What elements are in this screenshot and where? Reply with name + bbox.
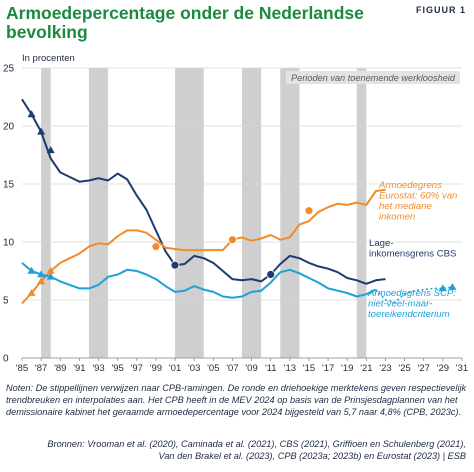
sources-line-2: Van den Brakel et al. (2023), CPB (2023a… — [158, 451, 466, 461]
x-tick-label: '95 — [111, 363, 123, 374]
scp-series-label-line: toereikendcriterium — [368, 309, 450, 320]
x-tick-label: '25 — [398, 363, 410, 374]
x-tick-label: '23 — [379, 363, 391, 374]
cbs-series-line — [21, 98, 386, 285]
x-tick-label: '01 — [169, 363, 181, 374]
x-tick-label: '19 — [341, 363, 353, 374]
x-tick-label: '21 — [360, 363, 372, 374]
eurostat-triangle-marker — [46, 266, 55, 274]
recession-band — [175, 68, 204, 358]
eurostat-series-line — [21, 188, 386, 305]
y-tick-label: 0 — [3, 354, 9, 365]
x-tick-label: '89 — [54, 363, 66, 374]
cbs-series-label-line: Lage- — [369, 238, 394, 249]
series-markers — [27, 110, 457, 296]
recession-band — [242, 68, 262, 358]
scp-triangle-marker — [37, 270, 46, 278]
cbs-triangle-marker — [46, 146, 55, 154]
y-tick-label: 15 — [3, 180, 15, 191]
x-axis-ticks: '85 '87 '89 '91 '93 '95 '97 '99 '01 '03 '05 '07 '09 '… — [16, 358, 468, 374]
scp-series-label-line: Armoedegrens SCP: — [367, 288, 456, 299]
cbs-triangle-marker — [37, 127, 46, 135]
eurostat-round-marker — [304, 206, 314, 216]
eurostat-triangle-marker — [37, 277, 46, 285]
chart-title: Armoedepercentage onder de Nederlandse b… — [6, 3, 364, 42]
scp-triangle-marker — [448, 283, 457, 291]
recession-band — [88, 68, 109, 358]
y-tick-label: 10 — [3, 238, 15, 249]
x-tick-label: '13 — [284, 363, 296, 374]
x-tick-label: '29 — [437, 363, 449, 374]
poverty-line-chart: 0 5 10 15 20 25 '85 '87 '89 '91 '93 '95 '97 '99 '01 '0… — [3, 64, 468, 375]
eurostat-triangle-marker — [27, 288, 36, 296]
scp-series-line — [21, 262, 377, 299]
eurostat-round-marker — [151, 242, 161, 252]
chart-notes: Noten: De stippellijnen verwijzen naar C… — [6, 383, 467, 417]
series-labels: Lage-inkomensgrens CBS Armoedegrens Eurost… — [367, 180, 457, 320]
gridlines — [22, 67, 462, 359]
eurostat-round-marker — [228, 235, 237, 245]
cbs-round-marker — [266, 270, 276, 279]
cbs-triangle-marker — [27, 110, 36, 118]
x-tick-label: '99 — [150, 363, 162, 374]
sources-line-1: Bronnen: Vrooman et al. (2020), Caminada… — [47, 439, 466, 449]
scp-series-label-line: niet-veel-maar- — [368, 299, 432, 310]
x-tick-label: '17 — [322, 363, 334, 374]
y-tick-label: 20 — [3, 122, 15, 133]
eurostat-series-label-line: Eurostat: 60% van — [379, 191, 457, 202]
scp-triangle-marker — [46, 272, 55, 280]
recession-band — [280, 68, 300, 358]
chart-sources: Bronnen: Vrooman et al. (2020), Caminada… — [6, 438, 466, 462]
y-tick-label: 25 — [3, 64, 15, 75]
x-tick-label: '85 — [16, 363, 28, 374]
recession-legend-label: Perioden van toenemende werkloosheid — [291, 73, 456, 83]
x-tick-label: '87 — [35, 363, 47, 374]
recession-bands — [41, 68, 367, 358]
recession-band — [356, 68, 367, 358]
y-axis-unit-label: In procenten — [22, 53, 75, 64]
figure-label: FIGUUR 1 — [415, 5, 466, 15]
eurostat-series-label-line: het mediane — [379, 201, 432, 212]
x-tick-label: '15 — [303, 363, 315, 374]
x-tick-label: '05 — [207, 363, 219, 374]
scp-series-label: Armoedegrens SCP: niet-veel-maar-toereike… — [367, 288, 456, 320]
scp-forecast-line — [375, 286, 453, 304]
y-axis-ticks: 0 5 10 15 20 25 — [3, 64, 15, 365]
x-tick-label: '97 — [131, 363, 143, 374]
recession-legend: Perioden van toenemende werkloosheid — [286, 71, 460, 84]
recession-band — [41, 68, 51, 358]
x-tick-label: '07 — [226, 363, 238, 374]
eurostat-series-label-line: inkomen — [379, 212, 415, 223]
x-tick-label: '09 — [245, 363, 257, 374]
cbs-series-label: Lage-inkomensgrens CBS — [369, 238, 456, 260]
x-tick-label: '11 — [265, 363, 277, 374]
x-tick-label: '93 — [92, 363, 104, 374]
eurostat-series-label-line: Armoedegrens — [378, 180, 442, 191]
x-tick-label: '91 — [73, 363, 85, 374]
cbs-series-label-line: inkomensgrens CBS — [369, 249, 456, 260]
scp-triangle-marker — [27, 266, 36, 274]
y-tick-label: 5 — [3, 296, 9, 307]
x-tick-label: '31 — [456, 363, 468, 374]
recession-legend-box — [286, 71, 460, 84]
scp-triangle-marker — [438, 284, 447, 292]
series-lines — [21, 98, 453, 305]
x-tick-label: '03 — [188, 363, 200, 374]
x-tick-label: '27 — [418, 363, 430, 374]
eurostat-series-label: Armoedegrens Eurostat: 60% van het mediane… — [378, 180, 457, 223]
cbs-round-marker — [170, 260, 180, 270]
